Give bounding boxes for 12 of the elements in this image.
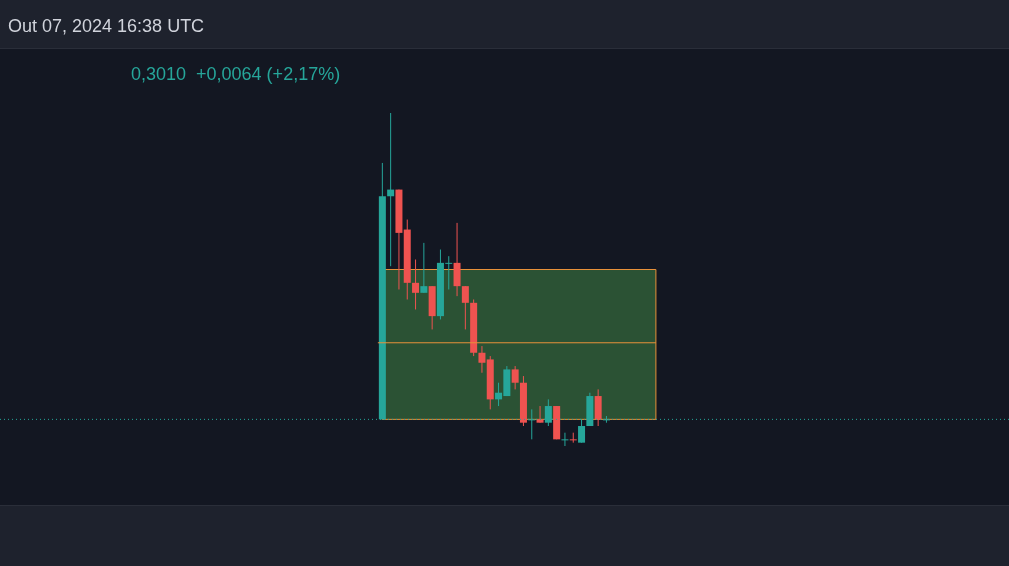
candlestick [511,365,519,390]
candlestick [412,259,420,310]
candlestick [561,432,569,446]
candlestick [594,388,602,427]
candlestick [478,345,486,374]
candlestick [453,222,461,297]
text: 0,3010 +0,0064 (+2,17%) [131,64,341,85]
candlestick [420,242,428,294]
candlestick [569,432,577,444]
text: Out 07, 2024 16:38 UTC [8,16,205,37]
candlestick [536,405,544,424]
candlestick [461,285,469,330]
